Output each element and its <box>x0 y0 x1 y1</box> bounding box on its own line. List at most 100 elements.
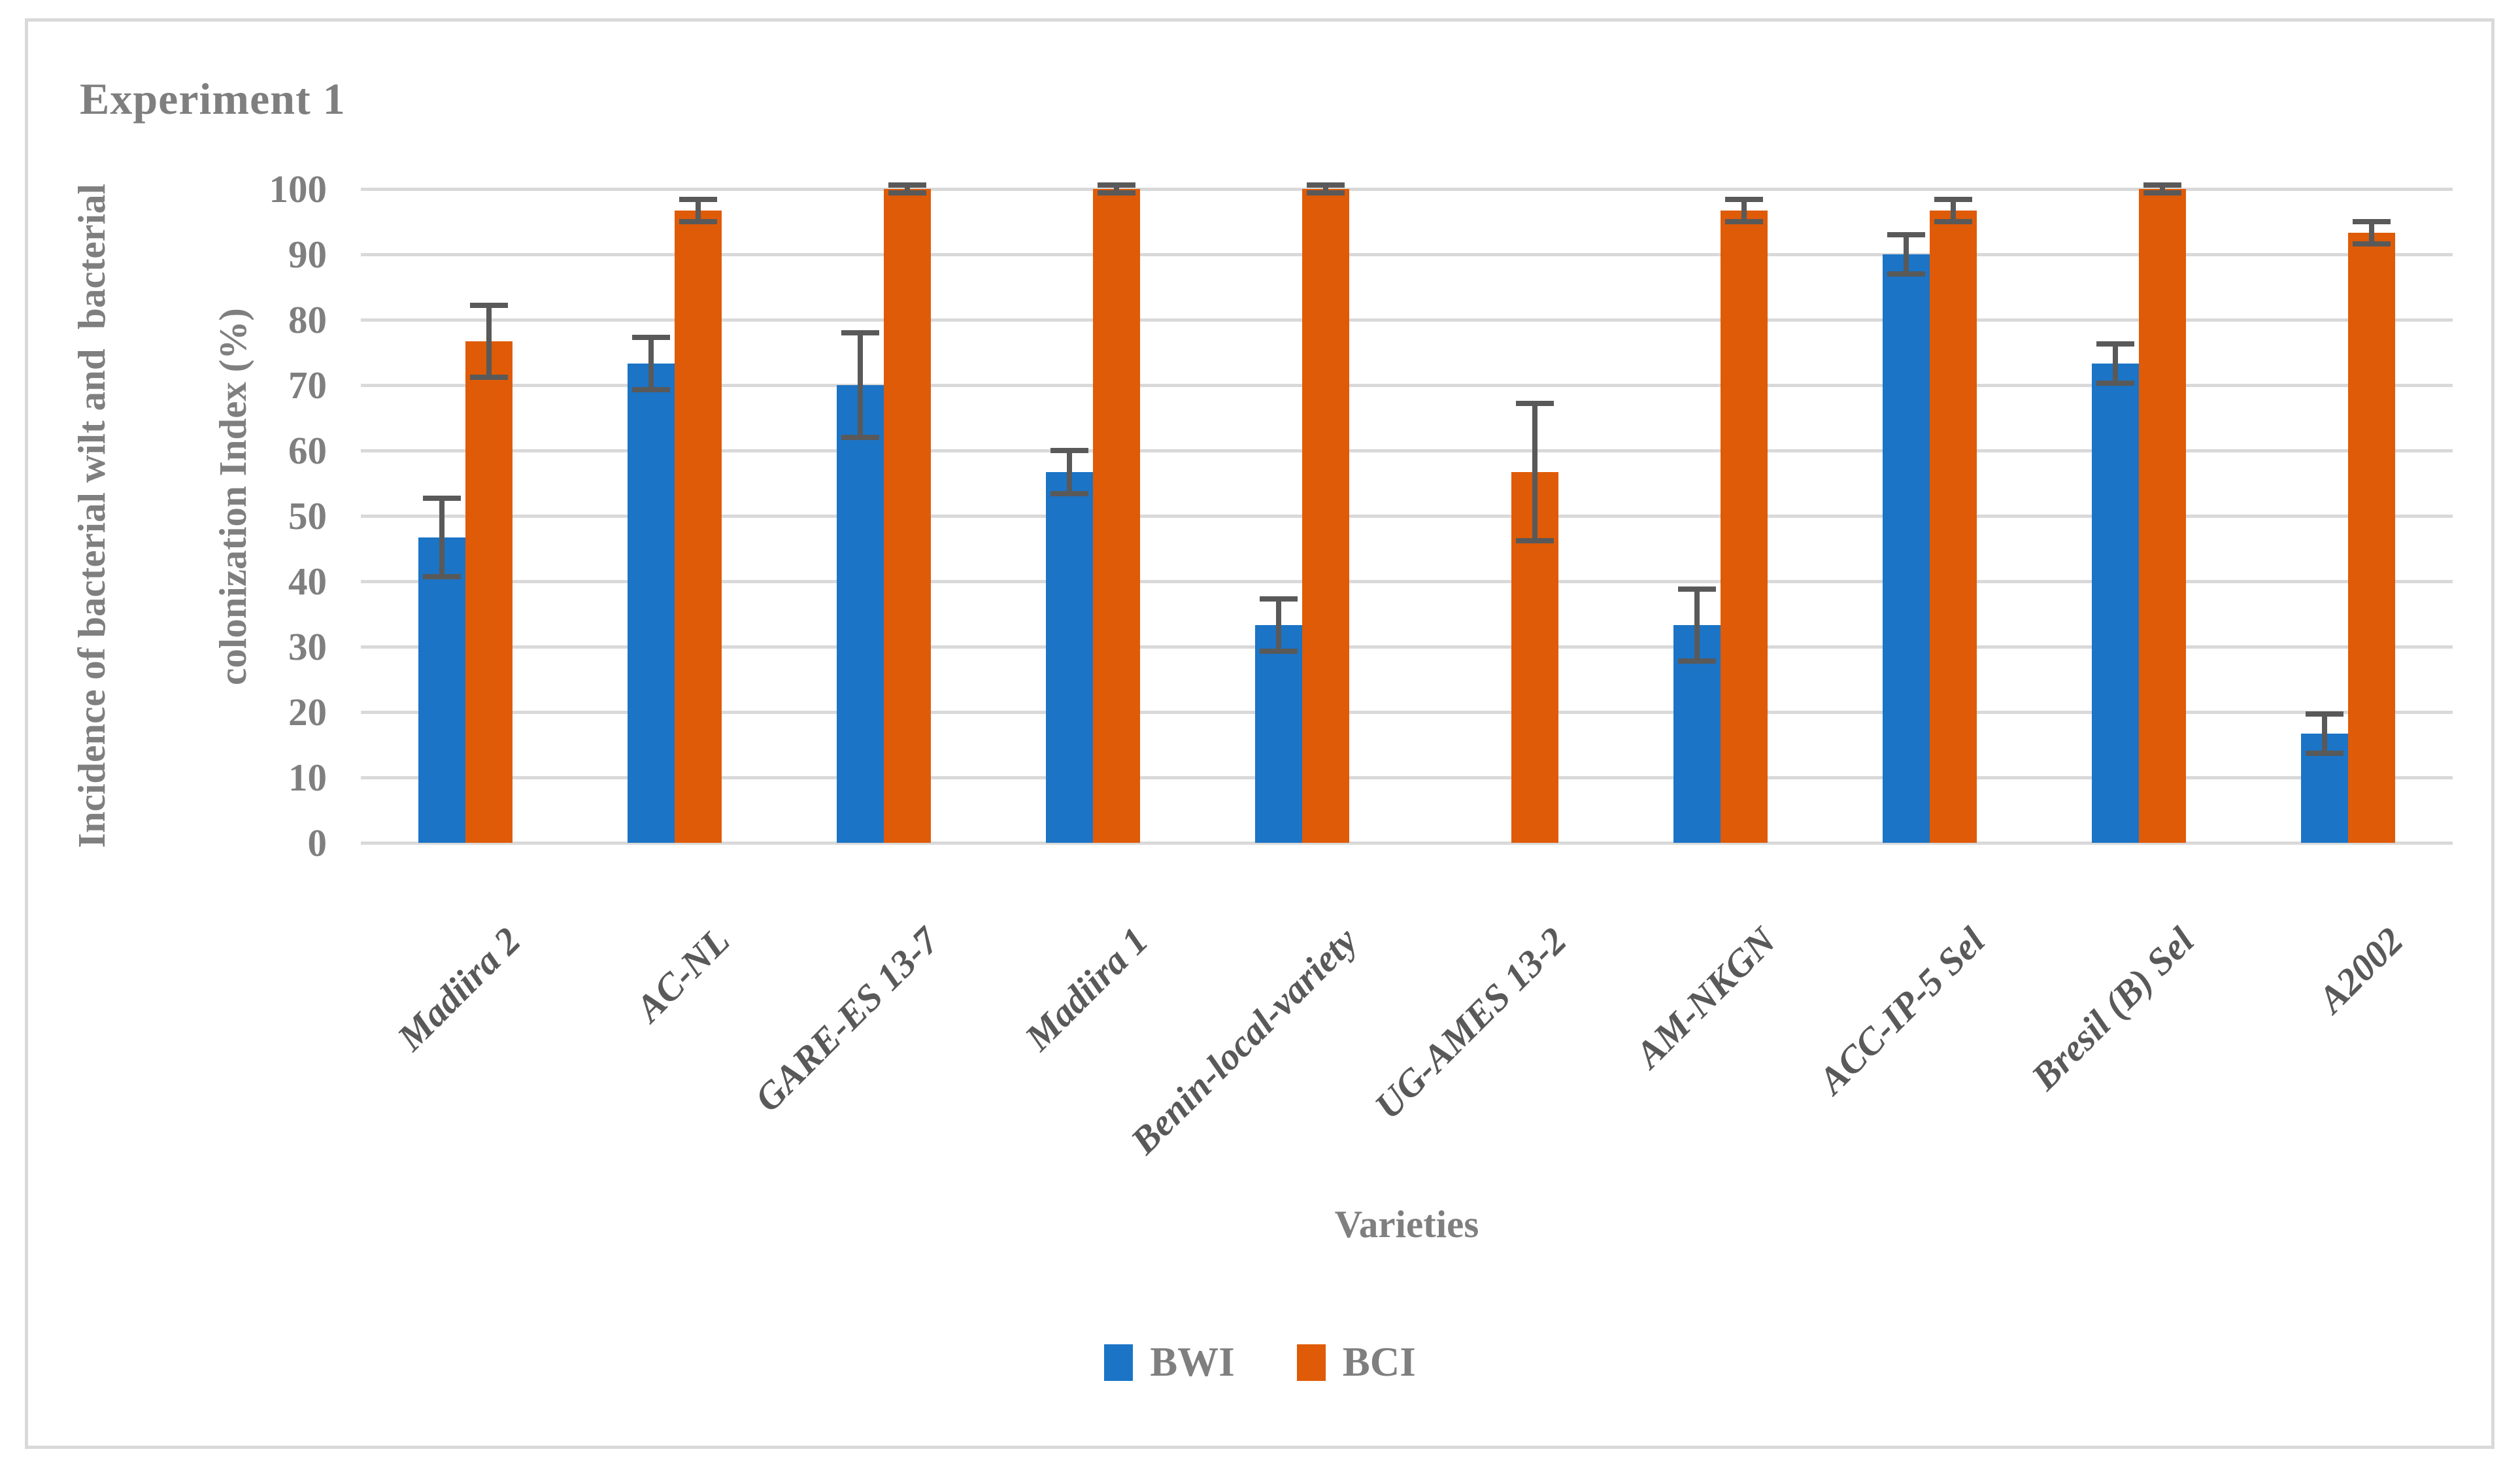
legend-item-bci: BCI <box>1296 1339 1416 1385</box>
error-cap-bottom-bci-am-nkgn <box>1725 219 1763 225</box>
legend-label-bci: BCI <box>1342 1339 1416 1385</box>
error-cap-bottom-bci-a2002 <box>2353 241 2391 246</box>
gridline-80 <box>361 318 2453 322</box>
error-bar-bci-am-nkgn <box>1741 199 1747 222</box>
bar-bwi-benin-local-variety <box>1255 624 1302 843</box>
error-bar-bwi-acc-ip-5-sel <box>1904 235 1909 274</box>
bar-bci-bresil-b-sel <box>2139 189 2186 843</box>
error-cap-top-bwi-ac-nl <box>632 334 670 340</box>
error-cap-bottom-bci-ug-ames-13-2 <box>1516 538 1554 544</box>
error-bar-bwi-am-nkgn <box>1694 588 1700 661</box>
error-cap-bottom-bci-madiira-1 <box>1098 190 1135 196</box>
error-cap-bottom-bci-bresil-b-sel <box>2143 190 2181 196</box>
error-cap-top-bwi-am-nkgn <box>1678 586 1716 592</box>
bar-bci-madiira-1 <box>1093 189 1140 843</box>
bar-bwi-bresil-b-sel <box>2092 363 2139 843</box>
gridline-10 <box>361 775 2453 779</box>
gridline-90 <box>361 252 2453 256</box>
y-tick-label-50: 50 <box>288 494 327 537</box>
error-cap-bottom-bci-ac-nl <box>679 219 717 225</box>
error-cap-top-bwi-bresil-b-sel <box>2096 341 2134 347</box>
error-cap-top-bci-ug-ames-13-2 <box>1516 401 1554 407</box>
error-cap-top-bci-gare-es-13-7 <box>888 182 926 188</box>
error-bar-bci-ug-ames-13-2 <box>1532 403 1537 541</box>
y-tick-label-10: 10 <box>288 756 327 799</box>
error-cap-top-bci-a2002 <box>2353 218 2391 224</box>
error-cap-top-bwi-madiira-2 <box>423 496 461 502</box>
gridline-50 <box>361 514 2453 518</box>
error-bar-bwi-madiira-2 <box>439 498 445 577</box>
y-tick-label-40: 40 <box>288 560 327 603</box>
y-tick-label-100: 100 <box>269 167 328 211</box>
error-bar-bci-gare-es-13-7 <box>905 185 910 193</box>
error-cap-top-bci-benin-local-variety <box>1307 182 1345 188</box>
gridline-20 <box>361 710 2453 714</box>
error-bar-bwi-bresil-b-sel <box>2113 343 2118 383</box>
error-cap-bottom-bci-benin-local-variety <box>1307 190 1345 196</box>
error-cap-top-bci-madiira-1 <box>1098 182 1135 188</box>
y-tick-label-90: 90 <box>288 233 327 276</box>
error-cap-bottom-bci-acc-ip-5-sel <box>1934 219 1972 225</box>
bar-bci-ac-nl <box>675 211 722 843</box>
error-bar-bci-madiira-2 <box>486 305 492 378</box>
error-cap-bottom-bwi-benin-local-variety <box>1260 648 1298 654</box>
error-cap-bottom-bwi-madiira-1 <box>1050 491 1088 497</box>
gridline-0 <box>361 841 2453 845</box>
y-tick-label-30: 30 <box>288 625 327 668</box>
legend-swatch-bwi <box>1104 1344 1134 1381</box>
legend-swatch-bci <box>1296 1344 1326 1381</box>
y-tick-label-70: 70 <box>288 364 327 407</box>
figure-border <box>25 18 2495 1449</box>
error-cap-bottom-bwi-bresil-b-sel <box>2096 380 2134 386</box>
bar-bci-madiira-2 <box>465 341 512 843</box>
error-cap-top-bci-madiira-2 <box>470 303 508 309</box>
y-tick-label-20: 20 <box>288 690 327 734</box>
error-cap-bottom-bci-madiira-2 <box>470 375 508 381</box>
error-bar-bwi-a2002 <box>2322 714 2327 754</box>
bar-bci-gare-es-13-7 <box>884 189 931 843</box>
error-cap-top-bci-am-nkgn <box>1725 197 1763 203</box>
error-cap-top-bwi-madiira-1 <box>1050 448 1088 454</box>
gridline-30 <box>361 645 2453 649</box>
bar-bwi-ac-nl <box>628 363 675 843</box>
bar-bwi-madiira-2 <box>418 537 465 843</box>
plot-area <box>361 182 2453 845</box>
legend: BWI BCI <box>0 1342 2520 1383</box>
gridline-40 <box>361 579 2453 583</box>
error-bar-bci-bresil-b-sel <box>2160 185 2165 193</box>
error-bar-bci-acc-ip-5-sel <box>1951 199 1956 222</box>
error-cap-bottom-bwi-acc-ip-5-sel <box>1887 271 1925 277</box>
error-cap-bottom-bwi-madiira-2 <box>423 574 461 580</box>
error-bar-bci-benin-local-variety <box>1323 185 1328 193</box>
bar-bci-acc-ip-5-sel <box>1930 211 1977 843</box>
bar-bci-am-nkgn <box>1721 211 1768 843</box>
gridline-60 <box>361 449 2453 452</box>
error-bar-bci-madiira-1 <box>1114 185 1119 193</box>
error-bar-bci-a2002 <box>2369 221 2374 244</box>
y-tick-label-60: 60 <box>288 429 327 472</box>
error-cap-top-bci-bresil-b-sel <box>2143 182 2181 188</box>
bar-bci-a2002 <box>2348 232 2395 843</box>
error-cap-bottom-bwi-a2002 <box>2306 751 2344 756</box>
gridline-70 <box>361 383 2453 387</box>
x-axis-title: Varieties <box>1334 1202 1479 1246</box>
error-cap-bottom-bwi-am-nkgn <box>1678 658 1716 664</box>
error-cap-bottom-bci-gare-es-13-7 <box>888 190 926 196</box>
error-bar-bwi-madiira-1 <box>1067 450 1072 494</box>
legend-item-bwi: BWI <box>1104 1342 1235 1383</box>
y-tick-label-80: 80 <box>288 298 327 341</box>
error-cap-top-bwi-a2002 <box>2306 711 2344 717</box>
error-cap-bottom-bwi-ac-nl <box>632 386 670 392</box>
error-cap-top-bci-acc-ip-5-sel <box>1934 197 1972 203</box>
error-bar-bwi-benin-local-variety <box>1276 598 1281 651</box>
legend-label-bwi: BWI <box>1150 1339 1235 1385</box>
gridline-100 <box>361 187 2453 191</box>
error-cap-top-bwi-acc-ip-5-sel <box>1887 232 1925 237</box>
bar-bwi-madiira-1 <box>1046 472 1093 843</box>
error-bar-bci-ac-nl <box>696 199 701 222</box>
chart-title: Experiment 1 <box>80 74 346 124</box>
y-tick-label-0: 0 <box>307 821 328 864</box>
error-bar-bwi-ac-nl <box>648 337 654 390</box>
error-cap-top-bwi-gare-es-13-7 <box>841 330 879 335</box>
